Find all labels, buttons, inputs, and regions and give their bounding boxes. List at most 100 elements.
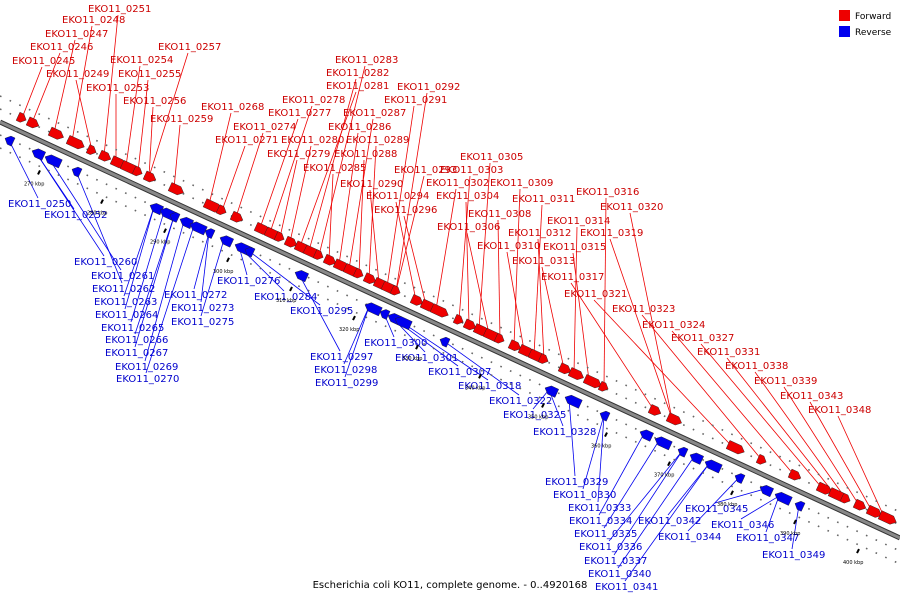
gene-label: EKO11_0342 bbox=[638, 516, 701, 527]
gene-label: EKO11_0287 bbox=[343, 108, 406, 119]
label-leader-line bbox=[537, 238, 545, 360]
gene-label: EKO11_0262 bbox=[92, 284, 155, 295]
gene-label: EKO11_0250 bbox=[8, 199, 71, 210]
label-leader-line bbox=[344, 306, 370, 378]
label-leader-line bbox=[624, 463, 710, 582]
gene-label: EKO11_0255 bbox=[118, 69, 181, 80]
gene-label: EKO11_0330 bbox=[553, 490, 616, 501]
forward-gene bbox=[877, 510, 897, 525]
forward-gene bbox=[567, 367, 584, 380]
gene-label: EKO11_0296 bbox=[374, 205, 437, 216]
tick-label: 310 kbp bbox=[276, 298, 296, 304]
forward-gene bbox=[537, 353, 549, 364]
tick-marks-layer: 270 kbp 280 kbp 290 kbp 300 kbp 310 kbp 320 k… bbox=[0, 95, 900, 566]
forward-gene bbox=[815, 481, 832, 495]
reverse-gene bbox=[639, 429, 654, 442]
reverse-gene bbox=[704, 459, 723, 474]
reverse-gene bbox=[294, 270, 309, 283]
label-leader-line bbox=[687, 477, 740, 532]
gene-label: EKO11_0312 bbox=[508, 228, 571, 239]
reverse-gene bbox=[734, 473, 746, 484]
label-leader-line bbox=[75, 79, 93, 151]
gene-label: EKO11_0344 bbox=[658, 532, 721, 543]
gene-label: EKO11_0345 bbox=[685, 504, 748, 515]
tick-mark bbox=[856, 548, 860, 554]
gene-label: EKO11_0276 bbox=[217, 276, 280, 287]
forward-gene bbox=[65, 135, 85, 150]
gene-label: EKO11_0340 bbox=[588, 569, 651, 580]
tick-mark bbox=[604, 432, 608, 438]
label-leader-line bbox=[726, 357, 835, 494]
tick-label: 330 kbp bbox=[402, 356, 422, 362]
label-leader-line bbox=[125, 65, 141, 167]
reverse-gene bbox=[204, 228, 216, 239]
label-leader-line bbox=[103, 14, 119, 157]
label-leader-line bbox=[248, 250, 321, 306]
gene-label: EKO11_0343 bbox=[780, 391, 843, 402]
forward-gene bbox=[352, 267, 364, 279]
label-leader-line bbox=[31, 52, 61, 123]
reverse-gene bbox=[394, 316, 413, 331]
label-leader-line bbox=[369, 189, 380, 284]
gene-label: EKO11_0349 bbox=[762, 550, 825, 561]
label-leader-line bbox=[791, 505, 800, 550]
reverse-gene bbox=[564, 394, 583, 409]
forward-gene bbox=[429, 303, 449, 318]
label-leader-line bbox=[395, 201, 417, 301]
reverse-gene bbox=[71, 166, 83, 178]
label-leader-line bbox=[570, 282, 655, 411]
gene-label: EKO11_0306 bbox=[437, 222, 500, 233]
label-leader-line bbox=[398, 320, 489, 381]
gene-label: EKO11_0269 bbox=[115, 362, 178, 373]
reverse-gene bbox=[189, 221, 208, 236]
tick-label: 370 kbp bbox=[654, 473, 674, 479]
gene-label: EKO11_0301 bbox=[395, 353, 458, 364]
gene-label: EKO11_0297 bbox=[310, 352, 373, 363]
legend-forward-swatch bbox=[839, 10, 850, 21]
gene-label: EKO11_0313 bbox=[512, 256, 575, 267]
label-leader-line bbox=[137, 79, 149, 172]
forward-gene bbox=[283, 235, 298, 248]
label-leader-line bbox=[700, 343, 823, 489]
gene-label: EKO11_0341 bbox=[595, 582, 658, 593]
forward-gene bbox=[47, 126, 64, 140]
label-leader-line bbox=[572, 252, 590, 381]
label-leader-line bbox=[403, 215, 427, 306]
reverse-gene bbox=[677, 446, 689, 458]
label-leader-line bbox=[809, 401, 873, 512]
label-leader-line bbox=[173, 124, 181, 189]
label-leader-line bbox=[513, 188, 521, 346]
label-leader-line bbox=[200, 239, 225, 317]
gene-label: EKO11_0251 bbox=[88, 4, 151, 15]
gene-label: EKO11_0294 bbox=[366, 191, 429, 202]
forward-gene bbox=[462, 318, 477, 331]
gene-label: EKO11_0338 bbox=[725, 361, 788, 372]
gene-label: EKO11_0282 bbox=[326, 68, 389, 79]
gene-label: EKO11_0314 bbox=[547, 216, 610, 227]
genome-backbone bbox=[0, 119, 900, 541]
gene-label: EKO11_0329 bbox=[545, 477, 608, 488]
gene-label: EKO11_0259 bbox=[150, 114, 213, 125]
label-leader-line bbox=[395, 175, 425, 292]
label-leader-line bbox=[259, 118, 299, 229]
label-leader-line bbox=[506, 251, 525, 351]
gene-label: EKO11_0268 bbox=[201, 102, 264, 113]
gene-label: EKO11_0334 bbox=[569, 516, 632, 527]
gene-label: EKO11_0275 bbox=[171, 317, 234, 328]
forward-gene bbox=[755, 454, 767, 465]
label-leader-line bbox=[298, 274, 341, 352]
label-leader-line bbox=[35, 152, 105, 257]
reverse-gene bbox=[4, 135, 16, 147]
forward-gene bbox=[167, 182, 184, 196]
label-leader-line bbox=[148, 106, 154, 177]
gene-label: EKO11_0303 bbox=[440, 165, 503, 176]
label-leader-line bbox=[193, 232, 210, 290]
reverse-gene bbox=[169, 212, 181, 223]
gene-label: EKO11_0339 bbox=[754, 376, 817, 387]
gene-label: EKO11_0336 bbox=[579, 542, 642, 553]
label-leader-line bbox=[532, 389, 550, 410]
gene-label: EKO11_0302 bbox=[426, 178, 489, 189]
gene-label: EKO11_0331 bbox=[697, 347, 760, 358]
reverse-gene bbox=[599, 410, 611, 422]
gene-label: EKO11_0246 bbox=[30, 42, 93, 53]
